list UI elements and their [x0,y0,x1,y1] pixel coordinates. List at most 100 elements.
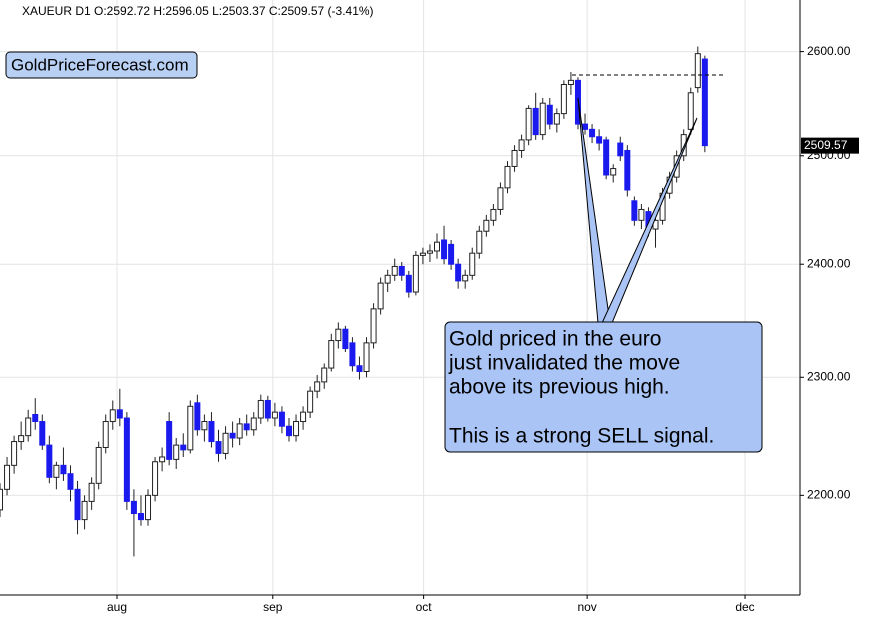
candle-body [236,423,243,439]
candle-body [180,444,187,451]
candle-body [243,423,250,431]
candle-body [687,92,694,130]
callout-text: Gold priced in the euro [449,328,661,351]
candle-body [624,149,631,191]
candle-body [116,409,123,419]
x-tick-label: sep [263,600,283,614]
candle-body [145,494,152,521]
candle-body [32,413,39,423]
candle-body [518,139,525,151]
candle-body [293,421,300,437]
candle-body [370,308,377,344]
candle-body [159,456,166,463]
brand-box [5,51,198,79]
candle-body [187,405,194,451]
last-price-box [801,137,859,154]
candle-body [173,444,180,460]
x-tick-label: dec [735,600,754,614]
candle-body [307,390,314,413]
candle-body [567,79,574,85]
candle-body [497,187,504,210]
candle-body [25,417,32,437]
candle-body [137,513,144,521]
candle-body [300,411,307,423]
candle-body [356,365,363,373]
candle-body [617,142,624,157]
y-tick-label: 2400.00 [807,256,851,270]
candle-body [638,208,645,221]
candle-body [53,464,60,478]
candle-body [631,200,638,221]
candle-body [342,328,349,350]
x-tick-label: oct [416,600,433,614]
x-tick-label: aug [107,600,127,614]
grid [0,0,800,595]
candle-body [201,421,208,431]
candle-body [208,421,215,443]
candle-body [18,435,25,443]
candle-body [511,149,518,167]
candle-body [701,58,708,147]
candle-body [314,381,321,392]
candle-body [419,252,426,256]
candle-body [412,254,419,293]
x-tick-label: nov [577,600,596,614]
candle-body [250,417,257,431]
y-tick-label: 2200.00 [807,488,851,502]
candle-body [166,421,173,460]
candle-body [391,265,398,276]
candle-body [194,402,201,431]
candle-body [152,461,159,496]
candle-body [441,239,448,260]
y-tick-label: 2600.00 [807,44,851,58]
candle-body [257,399,264,419]
candle-body [476,230,483,254]
callout-text: just invalidated the move [448,352,680,375]
candle-body [123,417,130,502]
candle-body [46,444,53,478]
candle-body [455,263,462,282]
candle-body [67,473,74,490]
candle-body [215,441,222,454]
candle-body [532,107,539,136]
candle-body [229,432,236,439]
candle-body [109,409,116,423]
candle-body [539,102,546,136]
callout-text: above its previous high. [449,376,670,399]
y-tick-label: 2300.00 [807,369,851,383]
callout-text: This is a strong SELL signal. [449,425,714,448]
candle-body [462,274,469,282]
candle-body [39,421,46,446]
brand: GoldPriceForecast.com [11,55,189,74]
candle-body [0,488,3,511]
candle-body [11,441,18,466]
candle-body [546,104,553,125]
candle-body [589,128,596,138]
candle-body [271,411,278,419]
candle-body [448,243,455,265]
candle-body [483,219,490,232]
chart-title: XAUEUR D1 O:2592.72 H:2596.05 L:2503.37 … [22,4,374,18]
candle-body [384,274,391,284]
candle-body [349,342,356,367]
candle-body [60,464,67,475]
candle-body [596,136,603,144]
candle-body [285,425,292,437]
candle-body [130,500,137,515]
candles [0,46,708,557]
candle-body [81,500,88,521]
last-price-label: 2509.57 [804,138,848,152]
candle-body [335,328,342,342]
candle-body [553,113,560,125]
candle-body [102,421,109,448]
candle-body [504,165,511,189]
candle-body [603,139,610,176]
candle-body [560,83,567,115]
candle-body [88,482,95,502]
candle-body [363,342,370,373]
candle-body [95,446,102,484]
candle-body [321,367,328,383]
callout-box [444,321,763,453]
